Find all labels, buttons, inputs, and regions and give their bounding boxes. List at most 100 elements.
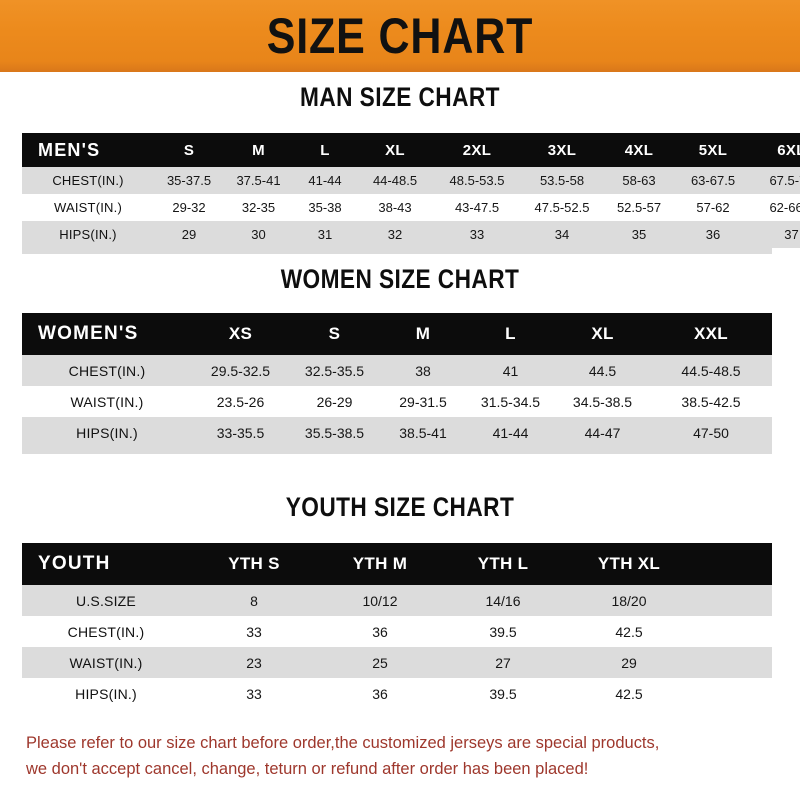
women-col-header-1: S [289, 313, 380, 355]
youth-cell-2-1: 25 [318, 647, 442, 678]
women-table-body: CHEST(IN.) 29.5-32.5 32.5-35.5 38 41 44.… [22, 355, 772, 448]
youth-size-table: YOUTH YTH S YTH M YTH L YTH XL U.S.SIZE … [22, 543, 772, 709]
men-size-table: MEN'S S M L XL 2XL 3XL 4XL 5XL 6XL CHEST… [22, 133, 800, 248]
table-row: WAIST(IN.) 23.5-26 26-29 29-31.5 31.5-34… [22, 386, 772, 417]
women-cell-0-4: 44.5 [555, 355, 650, 386]
men-cell-2-2: 31 [293, 221, 357, 248]
men-col-header-5: 3XL [521, 133, 603, 167]
women-cell-2-3: 41-44 [466, 417, 555, 448]
youth-row-label-1: CHEST(IN.) [22, 616, 190, 647]
footer-disclaimer: Please refer to our size chart before or… [26, 730, 755, 783]
men-cell-1-4: 43-47.5 [433, 194, 521, 221]
men-table-body: CHEST(IN.) 35-37.5 37.5-41 41-44 44-48.5… [22, 167, 800, 248]
men-cell-0-8: 67.5-72 [751, 167, 800, 194]
men-cell-0-1: 37.5-41 [224, 167, 293, 194]
women-row-label-1: WAIST(IN.) [22, 386, 192, 417]
women-col-header-4: XL [555, 313, 650, 355]
women-cell-0-2: 38 [380, 355, 466, 386]
table-row: HIPS(IN.) 33-35.5 35.5-38.5 38.5-41 41-4… [22, 417, 772, 448]
women-col-header-3: L [466, 313, 555, 355]
youth-cell-3-2: 39.5 [442, 678, 564, 709]
youth-cell-1-spacer [694, 616, 772, 647]
youth-col-header-3: YTH XL [564, 543, 694, 585]
youth-col-header-spacer [694, 543, 772, 585]
women-col-header-0: XS [192, 313, 289, 355]
men-row-label-1: WAIST(IN.) [22, 194, 154, 221]
women-cell-2-4: 44-47 [555, 417, 650, 448]
men-cell-1-5: 47.5-52.5 [521, 194, 603, 221]
women-col-header-2: M [380, 313, 466, 355]
women-row-label-header: WOMEN'S [22, 313, 192, 355]
women-row-label-0: CHEST(IN.) [22, 355, 192, 386]
men-cell-1-1: 32-35 [224, 194, 293, 221]
youth-row-label-0: U.S.SIZE [22, 585, 190, 616]
women-cell-0-5: 44.5-48.5 [650, 355, 772, 386]
men-cell-2-0: 29 [154, 221, 224, 248]
youth-cell-1-2: 39.5 [442, 616, 564, 647]
youth-section-title: YOUTH SIZE CHART [285, 492, 515, 522]
youth-header-row: YOUTH YTH S YTH M YTH L YTH XL [22, 543, 772, 585]
women-header-row: WOMEN'S XS S M L XL XXL [22, 313, 772, 355]
youth-cell-3-spacer [694, 678, 772, 709]
men-cell-0-6: 58-63 [603, 167, 675, 194]
men-cell-1-3: 38-43 [357, 194, 433, 221]
youth-col-header-1: YTH M [318, 543, 442, 585]
women-table-head: WOMEN'S XS S M L XL XXL [22, 313, 772, 355]
footer-line-2: we don't accept cancel, change, teturn o… [26, 759, 589, 779]
men-cell-2-1: 30 [224, 221, 293, 248]
men-cell-2-8: 37 [751, 221, 800, 248]
youth-cell-3-1: 36 [318, 678, 442, 709]
youth-cell-0-2: 14/16 [442, 585, 564, 616]
men-row-label-0: CHEST(IN.) [22, 167, 154, 194]
youth-size-table-block: YOUTH YTH S YTH M YTH L YTH XL U.S.SIZE … [22, 543, 772, 715]
women-cell-1-5: 38.5-42.5 [650, 386, 772, 417]
men-col-header-7: 5XL [675, 133, 751, 167]
men-col-header-6: 4XL [603, 133, 675, 167]
men-cell-0-7: 63-67.5 [675, 167, 751, 194]
youth-cell-2-3: 29 [564, 647, 694, 678]
women-cell-2-1: 35.5-38.5 [289, 417, 380, 448]
table-row: HIPS(IN.) 29 30 31 32 33 34 35 36 37 [22, 221, 800, 248]
women-row-label-2: HIPS(IN.) [22, 417, 192, 448]
women-cell-1-3: 31.5-34.5 [466, 386, 555, 417]
table-row: HIPS(IN.) 33 36 39.5 42.5 [22, 678, 772, 709]
men-table-head: MEN'S S M L XL 2XL 3XL 4XL 5XL 6XL [22, 133, 800, 167]
men-col-header-1: M [224, 133, 293, 167]
youth-table-tail-strip [22, 709, 772, 715]
women-cell-2-2: 38.5-41 [380, 417, 466, 448]
youth-cell-1-0: 33 [190, 616, 318, 647]
men-cell-1-8: 62-66.5 [751, 194, 800, 221]
page-title: SIZE CHART [266, 8, 534, 64]
youth-cell-0-spacer [694, 585, 772, 616]
youth-cell-0-3: 18/20 [564, 585, 694, 616]
men-cell-0-2: 41-44 [293, 167, 357, 194]
table-row: WAIST(IN.) 23 25 27 29 [22, 647, 772, 678]
table-row: CHEST(IN.) 33 36 39.5 42.5 [22, 616, 772, 647]
women-size-table-block: WOMEN'S XS S M L XL XXL CHEST(IN.) 29.5-… [22, 313, 772, 454]
women-cell-1-0: 23.5-26 [192, 386, 289, 417]
youth-cell-2-0: 23 [190, 647, 318, 678]
youth-table-head: YOUTH YTH S YTH M YTH L YTH XL [22, 543, 772, 585]
page-banner: SIZE CHART [0, 0, 800, 72]
women-cell-1-1: 26-29 [289, 386, 380, 417]
men-size-table-block: MEN'S S M L XL 2XL 3XL 4XL 5XL 6XL CHEST… [22, 133, 800, 254]
men-cell-2-3: 32 [357, 221, 433, 248]
men-cell-1-2: 35-38 [293, 194, 357, 221]
men-cell-2-4: 33 [433, 221, 521, 248]
men-cell-1-6: 52.5-57 [603, 194, 675, 221]
women-col-header-5: XXL [650, 313, 772, 355]
table-row: CHEST(IN.) 29.5-32.5 32.5-35.5 38 41 44.… [22, 355, 772, 386]
women-cell-0-0: 29.5-32.5 [192, 355, 289, 386]
youth-row-label-header: YOUTH [22, 543, 190, 585]
table-row: CHEST(IN.) 35-37.5 37.5-41 41-44 44-48.5… [22, 167, 800, 194]
table-row: WAIST(IN.) 29-32 32-35 35-38 38-43 43-47… [22, 194, 800, 221]
men-col-header-3: XL [357, 133, 433, 167]
women-cell-2-0: 33-35.5 [192, 417, 289, 448]
table-row: U.S.SIZE 8 10/12 14/16 18/20 [22, 585, 772, 616]
men-col-header-0: S [154, 133, 224, 167]
women-cell-0-1: 32.5-35.5 [289, 355, 380, 386]
men-row-label-header: MEN'S [22, 133, 154, 167]
men-cell-2-7: 36 [675, 221, 751, 248]
men-cell-2-6: 35 [603, 221, 675, 248]
